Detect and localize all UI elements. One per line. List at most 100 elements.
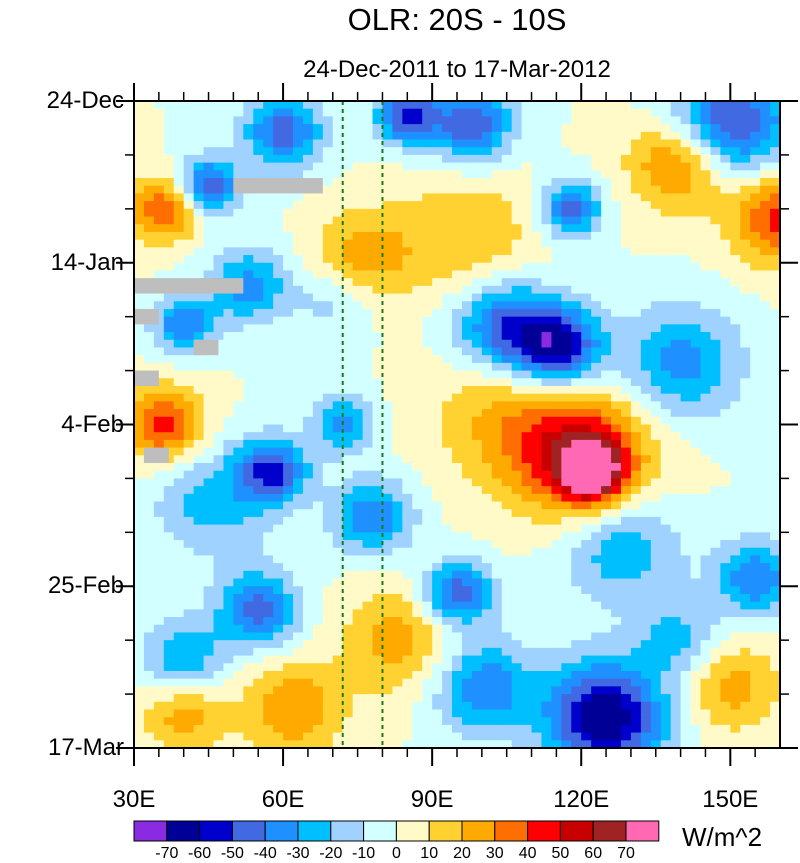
olr-cell [541, 216, 553, 225]
olr-cell [591, 285, 602, 295]
olr-cell [322, 262, 334, 272]
olr-cell [293, 316, 304, 325]
olr-cell [193, 647, 205, 657]
olr-cell [720, 601, 731, 610]
olr-cell [700, 308, 712, 318]
olr-cell [352, 632, 364, 641]
olr-cell [233, 547, 244, 557]
olr-cell [521, 509, 533, 518]
olr-cell [143, 516, 155, 526]
olr-cell [511, 655, 523, 664]
olr-cell [253, 640, 264, 649]
olr-cell [362, 617, 374, 626]
olr-cell [302, 663, 314, 672]
olr-cell [134, 509, 145, 518]
olr-cell [143, 116, 155, 125]
olr-cell [650, 617, 662, 626]
olr-cell [650, 178, 662, 187]
olr-cell [143, 416, 155, 426]
olr-cell [342, 185, 354, 195]
olr-cell [223, 455, 234, 464]
olr-cell [134, 270, 145, 279]
olr-cell [283, 262, 294, 272]
olr-cell [402, 509, 413, 518]
olr-cell [551, 278, 562, 287]
olr-cell [342, 285, 354, 295]
olr-cell [253, 332, 264, 341]
olr-cell [253, 493, 264, 503]
olr-cell [362, 347, 374, 356]
olr-cell [223, 686, 234, 695]
olr-cell [630, 486, 642, 495]
olr-cell [561, 593, 572, 603]
olr-cell [501, 362, 513, 372]
olr-cell [770, 570, 781, 580]
olr-cell [412, 447, 423, 456]
olr-cell [422, 270, 433, 279]
olr-cell [491, 293, 503, 302]
olr-cell [402, 647, 413, 657]
olr-cell [620, 524, 632, 533]
olr-cell [700, 154, 712, 164]
olr-cell [302, 547, 314, 557]
olr-cell [243, 316, 254, 325]
olr-cell [153, 501, 165, 510]
olr-cell [680, 178, 692, 187]
olr-cell [581, 447, 592, 456]
olr-cell [750, 570, 761, 580]
olr-cell [163, 339, 175, 349]
olr-cell [173, 424, 185, 433]
olr-cell [730, 201, 741, 210]
olr-cell [700, 609, 712, 618]
olr-cell [740, 162, 751, 171]
olr-cell [730, 432, 741, 441]
olr-cell [710, 108, 721, 118]
olr-cell [640, 270, 652, 279]
olr-cell [442, 385, 453, 395]
olr-cell [680, 509, 692, 518]
olr-cell [273, 678, 284, 687]
olr-cell [223, 293, 234, 302]
olr-cell [302, 655, 314, 664]
olr-cell [263, 416, 274, 426]
olr-cell [581, 439, 592, 449]
olr-cell [720, 385, 731, 395]
olr-cell [322, 493, 334, 503]
olr-cell [461, 316, 473, 325]
olr-cell [153, 162, 165, 171]
olr-cell [680, 578, 692, 587]
olr-cell [283, 486, 294, 495]
olr-cell [302, 670, 314, 680]
chart-title: OLR: 20S - 10S [347, 2, 567, 37]
olr-cell [312, 147, 324, 156]
olr-cell [730, 478, 741, 487]
olr-cell [511, 208, 523, 218]
olr-cell [501, 108, 513, 118]
olr-cell [501, 124, 513, 133]
olr-cell [273, 162, 284, 171]
olr-cell [481, 609, 493, 618]
olr-cell [183, 154, 195, 164]
olr-cell [561, 239, 572, 248]
olr-cell [332, 470, 344, 480]
olr-cell [273, 493, 284, 503]
olr-cell [650, 131, 662, 141]
olr-cell [491, 640, 503, 649]
olr-cell [531, 216, 543, 225]
olr-cell [710, 208, 721, 218]
olr-cell [700, 278, 712, 287]
olr-cell [640, 208, 652, 218]
olr-cell [620, 509, 632, 518]
olr-cell [720, 409, 731, 418]
olr-cell [134, 108, 145, 118]
olr-cell [134, 540, 145, 549]
olr-cell [322, 170, 334, 179]
olr-cell [163, 640, 175, 649]
olr-cell [312, 355, 324, 364]
olr-cell [293, 447, 304, 456]
olr-cell [233, 201, 244, 210]
olr-cell [531, 278, 543, 287]
olr-cell [481, 516, 493, 526]
olr-cell [273, 524, 284, 533]
olr-cell [442, 655, 453, 664]
